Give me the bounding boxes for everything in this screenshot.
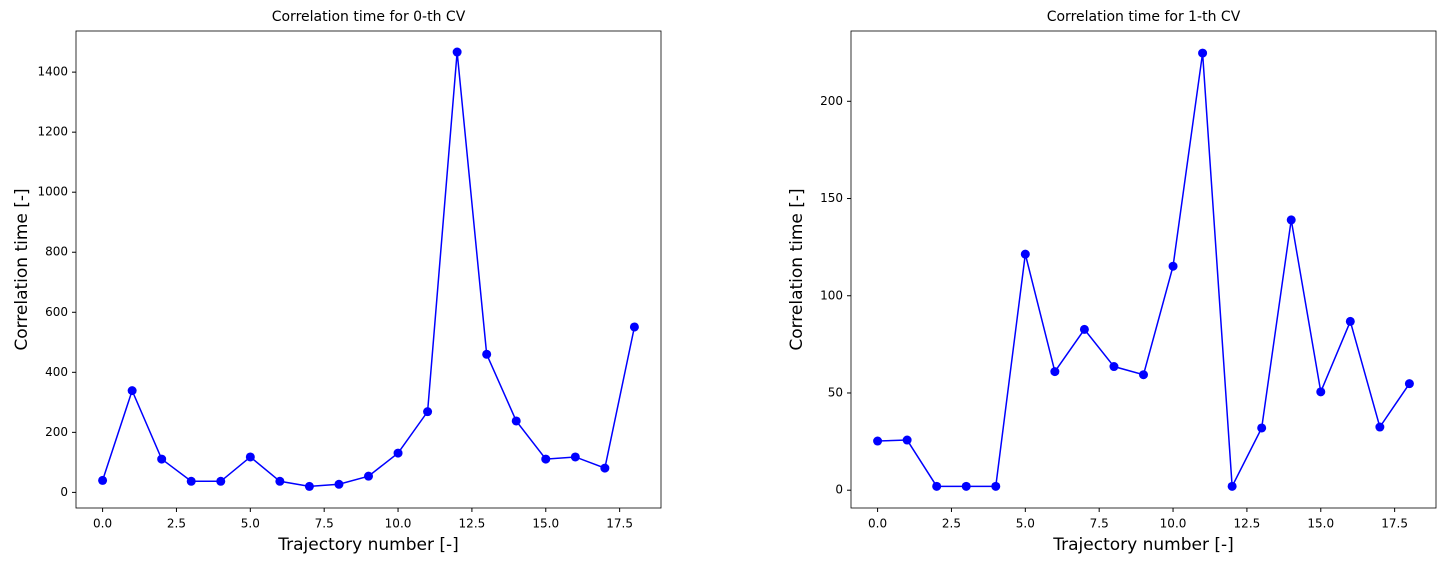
x-axis-label: Trajectory number [-] bbox=[1052, 535, 1234, 555]
y-tick-label: 1000 bbox=[37, 185, 68, 199]
data-point bbox=[873, 436, 883, 446]
data-point bbox=[304, 481, 314, 491]
data-point bbox=[1404, 379, 1414, 389]
y-tick-label: 150 bbox=[820, 191, 843, 205]
data-point bbox=[482, 349, 492, 359]
x-tick-label: 12.5 bbox=[1234, 517, 1261, 531]
data-point bbox=[98, 475, 108, 485]
chart-title: Correlation time for 0-th CV bbox=[272, 9, 466, 25]
axes-frame bbox=[850, 30, 1437, 509]
data-point bbox=[186, 476, 196, 486]
x-tick-label: 5.0 bbox=[1016, 517, 1035, 531]
x-tick-label: 0.0 bbox=[868, 517, 887, 531]
data-point bbox=[932, 481, 942, 491]
y-tick-label: 600 bbox=[45, 305, 68, 319]
x-axis-label: Trajectory number [-] bbox=[277, 535, 459, 555]
data-point bbox=[364, 471, 373, 481]
data-point bbox=[511, 416, 521, 426]
data-point bbox=[1257, 423, 1267, 433]
y-tick-label: 100 bbox=[820, 288, 843, 302]
x-tick-label: 15.0 bbox=[1307, 517, 1334, 531]
data-point bbox=[961, 481, 971, 491]
data-point bbox=[393, 448, 403, 458]
data-point bbox=[157, 454, 167, 464]
data-point bbox=[600, 463, 610, 473]
data-point bbox=[275, 476, 285, 486]
data-point bbox=[1286, 215, 1296, 225]
data-point bbox=[1345, 316, 1355, 326]
data-point bbox=[216, 476, 226, 486]
x-tick-label: 7.5 bbox=[1090, 517, 1109, 531]
y-tick-label: 200 bbox=[45, 425, 68, 439]
x-tick-label: 10.0 bbox=[385, 517, 412, 531]
x-tick-label: 7.5 bbox=[315, 517, 334, 531]
data-point bbox=[1050, 367, 1060, 377]
y-axis-label: Correlation time [-] bbox=[12, 188, 32, 350]
y-tick-label: 800 bbox=[45, 245, 68, 259]
subplot: Correlation time for 1-th CV Trajectory n… bbox=[787, 9, 1437, 555]
chart-title: Correlation time for 1-th CV bbox=[1047, 9, 1241, 25]
data-point bbox=[1198, 48, 1208, 58]
data-point bbox=[570, 452, 580, 462]
x-tick-label: 5.0 bbox=[241, 517, 260, 531]
y-axis-label: Correlation time [-] bbox=[787, 188, 807, 350]
data-point bbox=[902, 435, 912, 445]
data-point bbox=[1168, 261, 1178, 271]
data-point bbox=[1020, 249, 1030, 259]
y-tick-label: 400 bbox=[45, 365, 68, 379]
x-tick-label: 10.0 bbox=[1160, 517, 1187, 531]
data-point bbox=[629, 322, 639, 332]
data-point bbox=[1109, 362, 1119, 372]
data-point bbox=[541, 454, 551, 464]
y-tick-label: 0 bbox=[835, 483, 843, 497]
data-point bbox=[1139, 370, 1148, 380]
y-tick-label: 1200 bbox=[37, 125, 68, 139]
y-tick-label: 0 bbox=[60, 485, 68, 499]
data-point bbox=[245, 452, 255, 462]
data-line bbox=[877, 52, 1411, 490]
data-point bbox=[127, 386, 137, 396]
data-point bbox=[452, 47, 462, 57]
data-point bbox=[1227, 481, 1237, 491]
data-point bbox=[1316, 387, 1326, 397]
y-tick-label: 50 bbox=[828, 385, 843, 399]
data-point bbox=[334, 479, 344, 489]
data-point bbox=[1079, 324, 1089, 334]
x-tick-label: 2.5 bbox=[942, 517, 961, 531]
y-tick-label: 200 bbox=[820, 94, 843, 108]
data-point bbox=[423, 407, 433, 417]
x-tick-label: 0.0 bbox=[93, 517, 112, 531]
axes-frame bbox=[75, 30, 662, 509]
x-tick-label: 17.5 bbox=[606, 517, 633, 531]
x-tick-label: 2.5 bbox=[167, 517, 186, 531]
x-tick-label: 15.0 bbox=[532, 517, 559, 531]
x-tick-label: 17.5 bbox=[1381, 517, 1408, 531]
data-line bbox=[101, 51, 636, 488]
subplot: Correlation time for 0-th CV Trajectory n… bbox=[12, 9, 662, 555]
x-tick-label: 12.5 bbox=[459, 517, 486, 531]
data-point bbox=[1375, 422, 1385, 432]
data-point bbox=[991, 481, 1001, 491]
y-tick-label: 1400 bbox=[37, 65, 68, 79]
